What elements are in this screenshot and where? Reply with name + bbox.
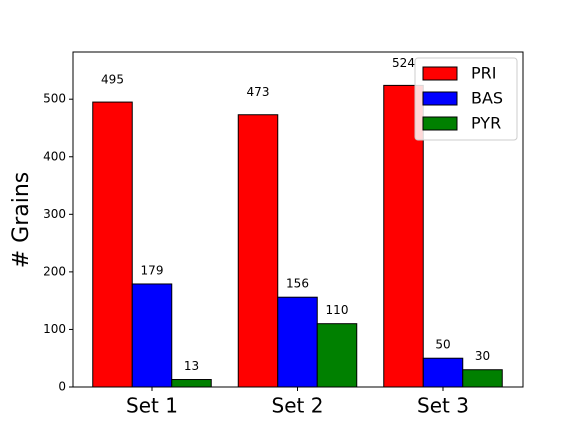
- bar: [131, 283, 173, 388]
- y-tick-label: 100: [43, 322, 66, 336]
- bar: [171, 379, 212, 388]
- plot-frame: [72, 51, 524, 388]
- data-label: 13: [184, 359, 199, 373]
- legend: PRI BAS PYR: [414, 57, 518, 141]
- bar: [462, 369, 503, 388]
- data-label: 179: [141, 263, 164, 277]
- legend-label: PRI: [471, 64, 496, 83]
- bar: [92, 101, 133, 388]
- data-label: 473: [247, 85, 270, 99]
- y-tick-label: 0: [58, 380, 66, 394]
- legend-swatch: [422, 91, 458, 106]
- y-tick-label: 300: [43, 207, 66, 221]
- bar: [277, 296, 318, 388]
- legend-label: PYR: [471, 114, 501, 133]
- data-label: 495: [101, 73, 124, 87]
- legend-swatch: [422, 66, 458, 81]
- data-label: 156: [286, 277, 309, 291]
- legend-label: BAS: [471, 89, 503, 108]
- bar: [316, 323, 358, 388]
- x-tick-label: Set 1: [126, 394, 178, 418]
- data-label: 30: [475, 349, 490, 363]
- legend-swatch: [422, 116, 458, 131]
- data-label: 50: [435, 338, 450, 352]
- y-axis-label: # Grains: [9, 172, 34, 269]
- y-tick-label: 200: [43, 264, 66, 278]
- data-label: 110: [326, 303, 349, 317]
- x-tick-label: Set 3: [417, 394, 469, 418]
- bar: [422, 357, 464, 388]
- y-tick-label: 400: [43, 149, 66, 163]
- y-tick-label: 500: [43, 92, 66, 106]
- x-tick-label: Set 2: [272, 394, 324, 418]
- bar: [237, 114, 279, 388]
- data-label: 524: [392, 56, 415, 70]
